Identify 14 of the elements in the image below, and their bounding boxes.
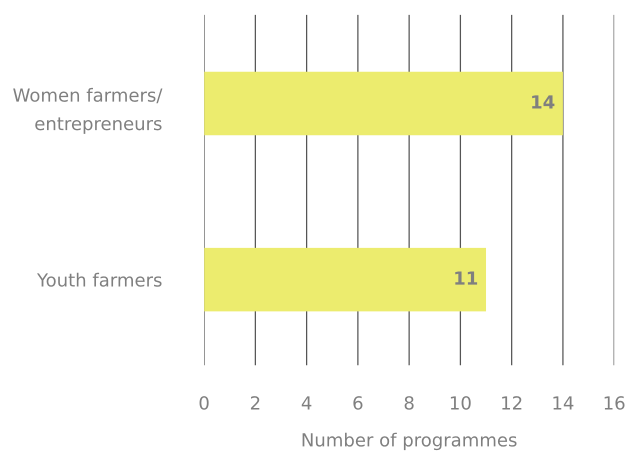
x-tick-label: 16 <box>604 396 625 410</box>
data-label: 14 <box>532 95 554 108</box>
x-tick-label: 10 <box>450 396 471 410</box>
x-tick-label: 0 <box>200 396 209 410</box>
x-axis-title: Number of programmes <box>302 432 517 450</box>
y-tick-label: Women farmers/ entrepreneurs <box>13 88 162 134</box>
x-tick-label: 6 <box>353 396 362 410</box>
data-label: 11 <box>455 271 478 285</box>
x-tick-label: 2 <box>250 396 260 410</box>
y-tick-label: Youth farmers <box>36 272 162 287</box>
x-tick-label: 12 <box>502 396 522 410</box>
x-tick-label: 8 <box>404 396 414 410</box>
x-tick-label: 4 <box>302 396 312 410</box>
x-tick-label: 14 <box>553 396 574 410</box>
